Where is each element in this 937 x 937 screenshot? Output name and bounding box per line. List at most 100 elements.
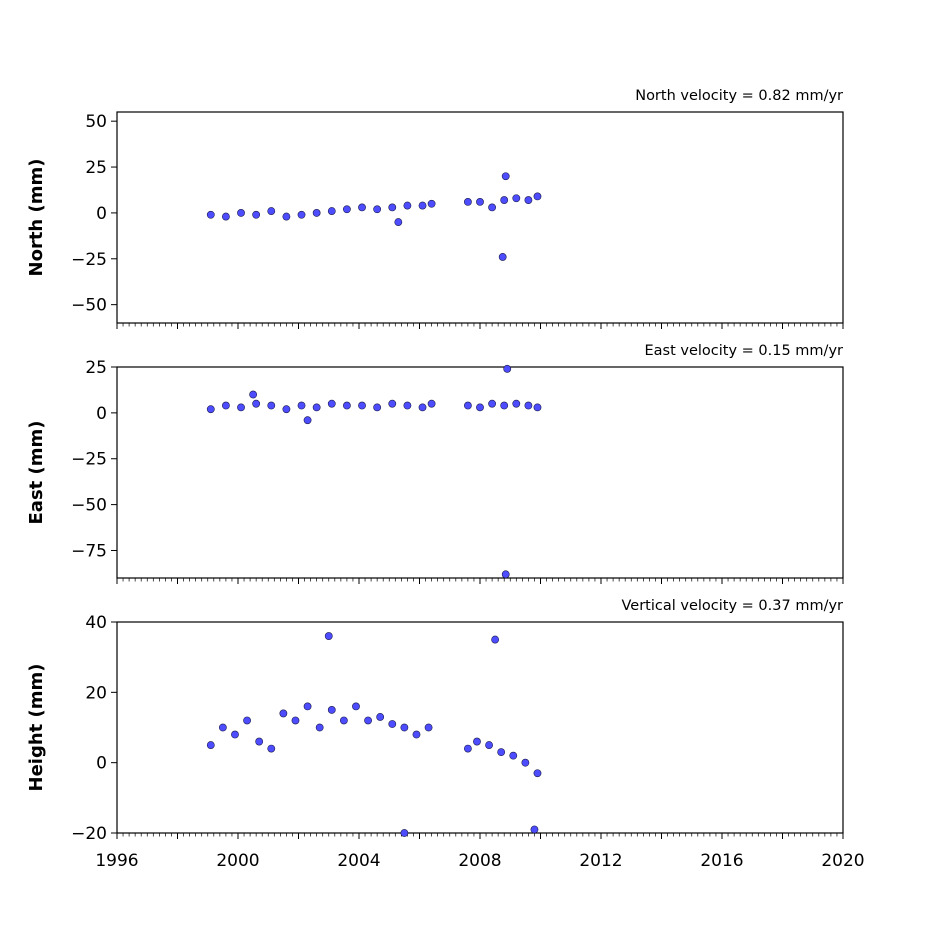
height-data-point <box>218 723 227 732</box>
east-y-axis-label: East (mm) <box>26 421 47 525</box>
east-data-point <box>463 401 472 410</box>
east-data-point <box>312 403 321 412</box>
height-data-point <box>339 716 348 725</box>
north-data-point <box>388 203 397 212</box>
east-data-point <box>373 403 382 412</box>
x-tick-label: 2004 <box>337 851 380 871</box>
height-data-point <box>352 702 360 711</box>
east-y-tick-label: 25 <box>85 358 107 378</box>
height-data-point <box>485 741 493 749</box>
east-data-point <box>524 401 533 410</box>
north-data-point <box>500 196 509 204</box>
height-data-point <box>473 737 481 746</box>
x-tick-label: 1996 <box>95 851 138 871</box>
east-data-point <box>252 399 261 408</box>
north-data-point <box>498 253 507 261</box>
north-data-point <box>394 218 403 226</box>
north-y-tick-label: 0 <box>96 204 107 224</box>
east-data-point <box>427 399 436 408</box>
east-y-tick-label: −25 <box>71 450 107 470</box>
east-data-point <box>327 399 336 408</box>
height-data-point <box>324 632 333 640</box>
east-data-point <box>303 416 312 425</box>
height-data-point <box>255 737 264 746</box>
east-data-points <box>206 364 542 579</box>
north-y-tick-label: 50 <box>85 112 107 132</box>
height-data-point <box>521 758 530 767</box>
height-data-point <box>291 716 300 725</box>
north-data-point <box>267 207 276 215</box>
east-data-point <box>512 399 521 408</box>
height-data-point <box>424 723 433 732</box>
panels: North velocity = 0.82 mm/yr North (mm) 50 2… <box>26 88 865 871</box>
north-data-point <box>418 201 427 210</box>
east-data-point <box>533 403 542 412</box>
east-data-point <box>388 399 397 408</box>
x-tick-label: 2012 <box>579 851 622 871</box>
east-data-point <box>297 401 306 410</box>
east-panel: East velocity = 0.15 mm/yr East (mm) 25 0 −2… <box>26 343 844 584</box>
height-data-points <box>206 632 542 837</box>
east-y-tick-label: −50 <box>71 496 107 516</box>
north-data-point <box>533 192 542 201</box>
north-data-point <box>358 203 366 212</box>
east-data-point <box>221 401 230 410</box>
north-data-point <box>312 209 321 217</box>
north-data-point <box>327 207 336 215</box>
north-y-tick-label: −25 <box>71 250 107 270</box>
height-data-point <box>376 713 385 721</box>
north-y-axis-label: North (mm) <box>26 159 47 277</box>
height-data-point <box>364 716 372 725</box>
height-data-point <box>206 741 215 749</box>
height-panel: Vertical velocity = 0.37 mm/yr Height (mm… <box>26 598 865 871</box>
north-panel: North velocity = 0.82 mm/yr North (mm) 50 2… <box>26 88 844 329</box>
height-data-point <box>509 751 518 760</box>
north-data-point <box>297 210 306 219</box>
x-tick-label: 2016 <box>700 851 743 871</box>
height-y-tick-label: 40 <box>85 613 107 633</box>
east-data-point <box>501 570 510 579</box>
north-data-point <box>252 210 261 219</box>
east-data-point <box>237 403 245 412</box>
east-data-point <box>488 399 496 408</box>
north-data-point <box>512 194 521 203</box>
height-data-point <box>497 748 506 757</box>
height-data-point <box>463 744 472 753</box>
east-data-point <box>418 403 427 412</box>
north-data-point <box>524 196 533 204</box>
height-data-point <box>243 716 251 725</box>
east-velocity-title: East velocity = 0.15 mm/yr <box>644 343 843 359</box>
height-data-point <box>412 730 421 739</box>
height-data-point <box>530 825 539 834</box>
north-data-point <box>237 209 245 217</box>
north-data-point <box>463 198 472 206</box>
north-data-point <box>476 198 484 206</box>
x-tick-label: 2008 <box>458 851 501 871</box>
north-data-point <box>373 205 382 214</box>
east-data-point <box>358 401 366 410</box>
height-y-axis-label: Height (mm) <box>26 664 47 792</box>
north-data-point <box>342 205 351 214</box>
north-data-point <box>221 212 230 221</box>
north-data-point <box>282 212 291 221</box>
north-data-point <box>427 199 436 208</box>
height-y-tick-label: 20 <box>85 683 107 703</box>
east-y-tick-label: 0 <box>96 404 107 424</box>
height-data-point <box>303 702 312 711</box>
east-data-point <box>249 390 258 399</box>
north-data-point <box>488 203 496 212</box>
x-tick-label: 2020 <box>821 851 864 871</box>
east-data-point <box>403 401 412 410</box>
north-data-points <box>206 172 542 261</box>
height-y-tick-label: −20 <box>71 824 107 844</box>
height-data-point <box>327 706 336 714</box>
height-data-point <box>267 744 276 753</box>
x-tick-label: 2000 <box>216 851 259 871</box>
height-data-point <box>231 730 239 739</box>
height-data-point <box>315 723 324 732</box>
east-data-point <box>476 403 484 412</box>
height-y-tick-label: 0 <box>96 754 107 774</box>
height-velocity-title: Vertical velocity = 0.37 mm/yr <box>622 598 844 614</box>
